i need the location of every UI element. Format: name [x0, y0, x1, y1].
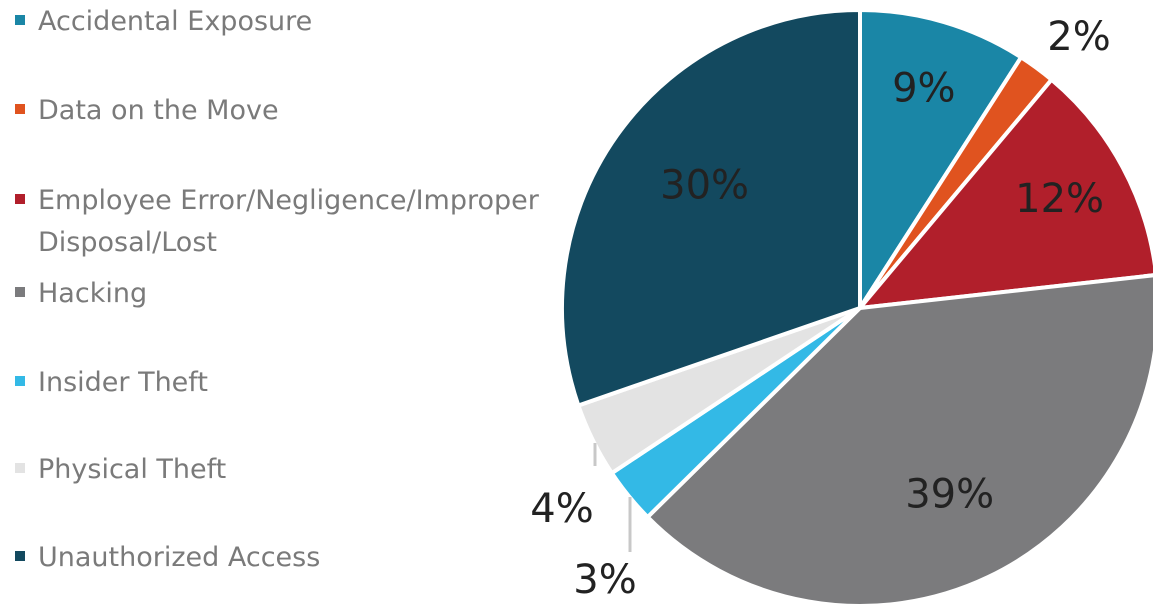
legend-item: Physical Theft: [15, 454, 226, 485]
legend-item: Employee Error/Negligence/Improper Dispos…: [15, 185, 540, 258]
pie-slice-employee-error-negligence-improper-disposal-lost: [858, 77, 1153, 310]
legend-item: Insider Theft: [15, 367, 208, 398]
legend-item: Hacking: [15, 278, 147, 309]
slice-label: 9%: [892, 66, 955, 112]
slice-labels: 9% 2% 12% 39% 3% 4% 30%: [530, 14, 1110, 603]
legend-item: Accidental Exposure: [15, 6, 312, 37]
legend-item: Unauthorized Access: [15, 542, 320, 573]
legend-label: Insider Theft: [38, 367, 208, 398]
legend-label: Physical Theft: [38, 454, 226, 485]
legend-swatch: [15, 194, 25, 204]
pie-slice-unauthorized-access: [559, 8, 862, 408]
legend-label: Unauthorized Access: [38, 542, 320, 573]
legend-swatch: [15, 104, 25, 114]
legend-label: Data on the Move: [38, 95, 279, 126]
legend-label: Hacking: [38, 278, 147, 309]
legend-swatch: [15, 287, 25, 297]
slice-label: 4%: [530, 486, 593, 532]
slice-label: 39%: [905, 471, 994, 517]
pie-slice-accidental-exposure: [858, 8, 1024, 310]
legend-label: Employee Error/Negligence/Improper: [38, 185, 540, 216]
slice-label: 12%: [1015, 176, 1104, 222]
legend: Accidental Exposure Data on the Move Emplo…: [15, 6, 540, 573]
pie-slices: [559, 8, 1153, 605]
legend-label: Disposal/Lost: [38, 227, 217, 258]
legend-label: Accidental Exposure: [38, 6, 312, 37]
legend-swatch: [15, 463, 25, 473]
slice-label: 3%: [573, 557, 636, 603]
legend-item: Data on the Move: [15, 95, 279, 126]
legend-swatch: [15, 376, 25, 386]
legend-swatch: [15, 551, 25, 561]
legend-swatch: [15, 15, 25, 25]
pie-slice-hacking: [645, 273, 1153, 605]
slice-label: 30%: [660, 162, 749, 208]
leader-lines: [593, 443, 632, 552]
slice-label: 2%: [1047, 14, 1110, 60]
